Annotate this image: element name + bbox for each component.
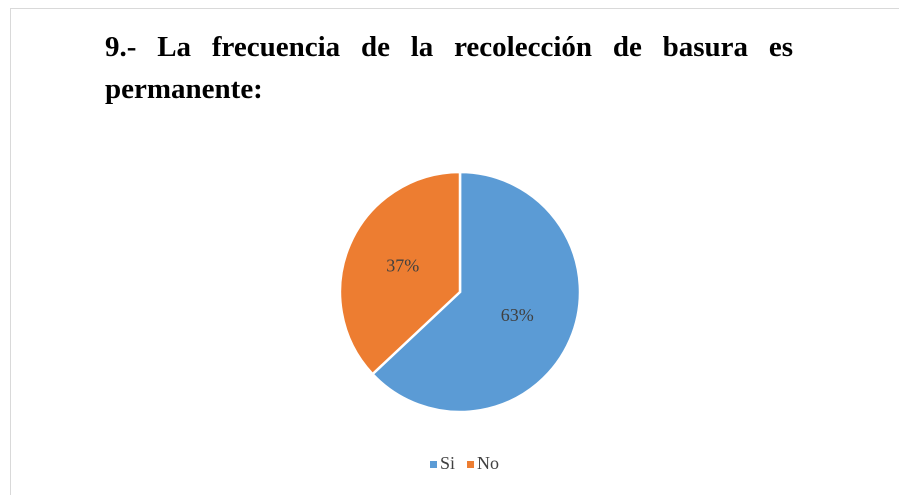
data-label: 37%: [386, 255, 419, 275]
legend-label: No: [477, 453, 499, 473]
legend-label: Si: [440, 453, 455, 473]
data-label: 63%: [501, 305, 534, 325]
legend-swatch: [467, 461, 475, 468]
chart-frame: [10, 8, 899, 495]
chart-title: 9.- La frecuencia de la recolección de b…: [105, 31, 793, 105]
pie-slice: [370, 170, 582, 414]
legend-swatch: [430, 461, 437, 468]
pie-slice: [338, 170, 462, 376]
